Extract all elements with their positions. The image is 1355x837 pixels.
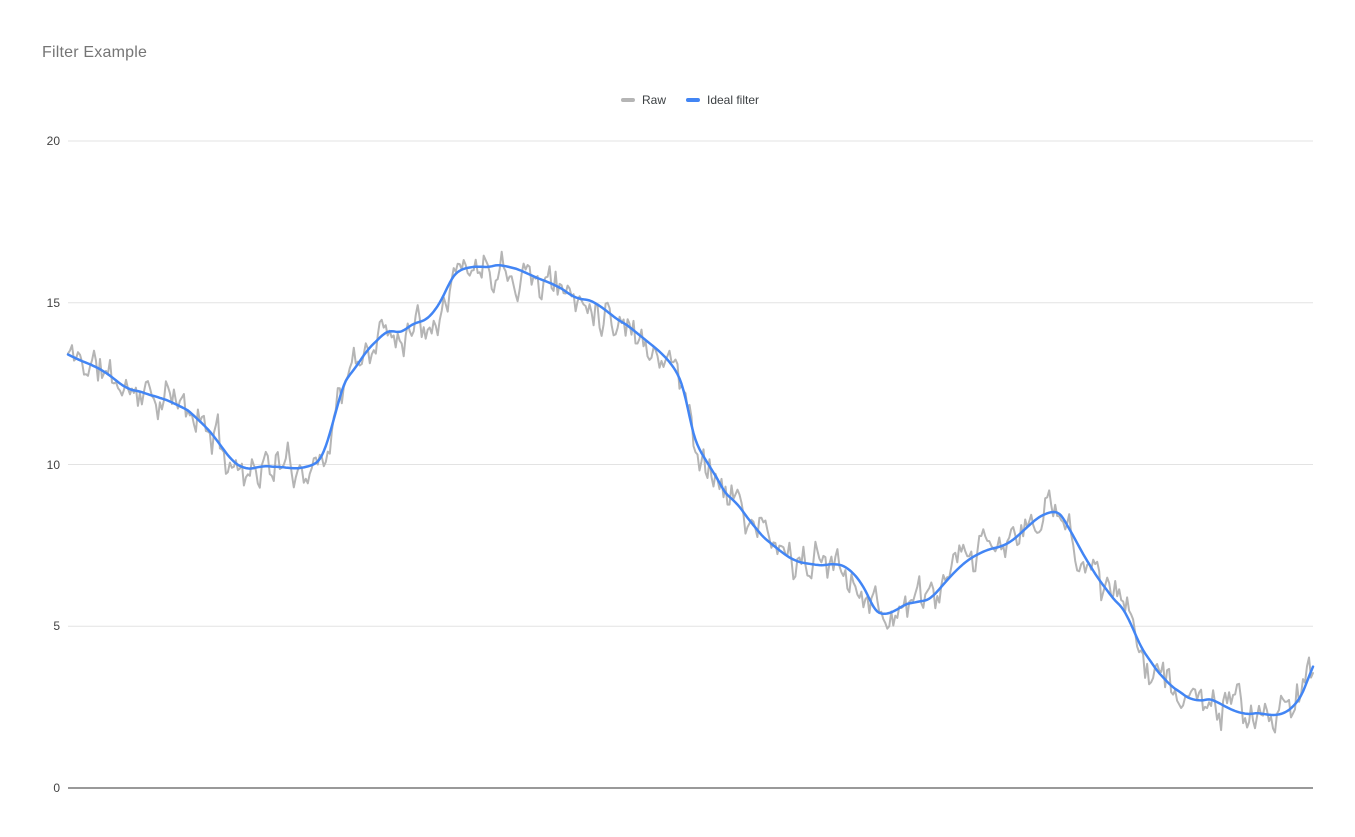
legend-item-raw: Raw bbox=[620, 93, 666, 107]
chart-title: Filter Example bbox=[42, 44, 148, 61]
legend-swatch-ideal-filter-icon bbox=[685, 98, 700, 102]
raw-series-line bbox=[67, 250, 1314, 734]
legend-label-ideal-filter: Ideal filter bbox=[706, 93, 760, 107]
ideal-filter-series-line bbox=[66, 263, 1315, 717]
legend-swatch-raw-icon bbox=[620, 98, 635, 102]
chart-legend: Raw Ideal filter bbox=[620, 93, 760, 107]
legend-label-raw: Raw bbox=[641, 93, 666, 107]
legend-item-ideal-filter: Ideal filter bbox=[685, 93, 760, 107]
